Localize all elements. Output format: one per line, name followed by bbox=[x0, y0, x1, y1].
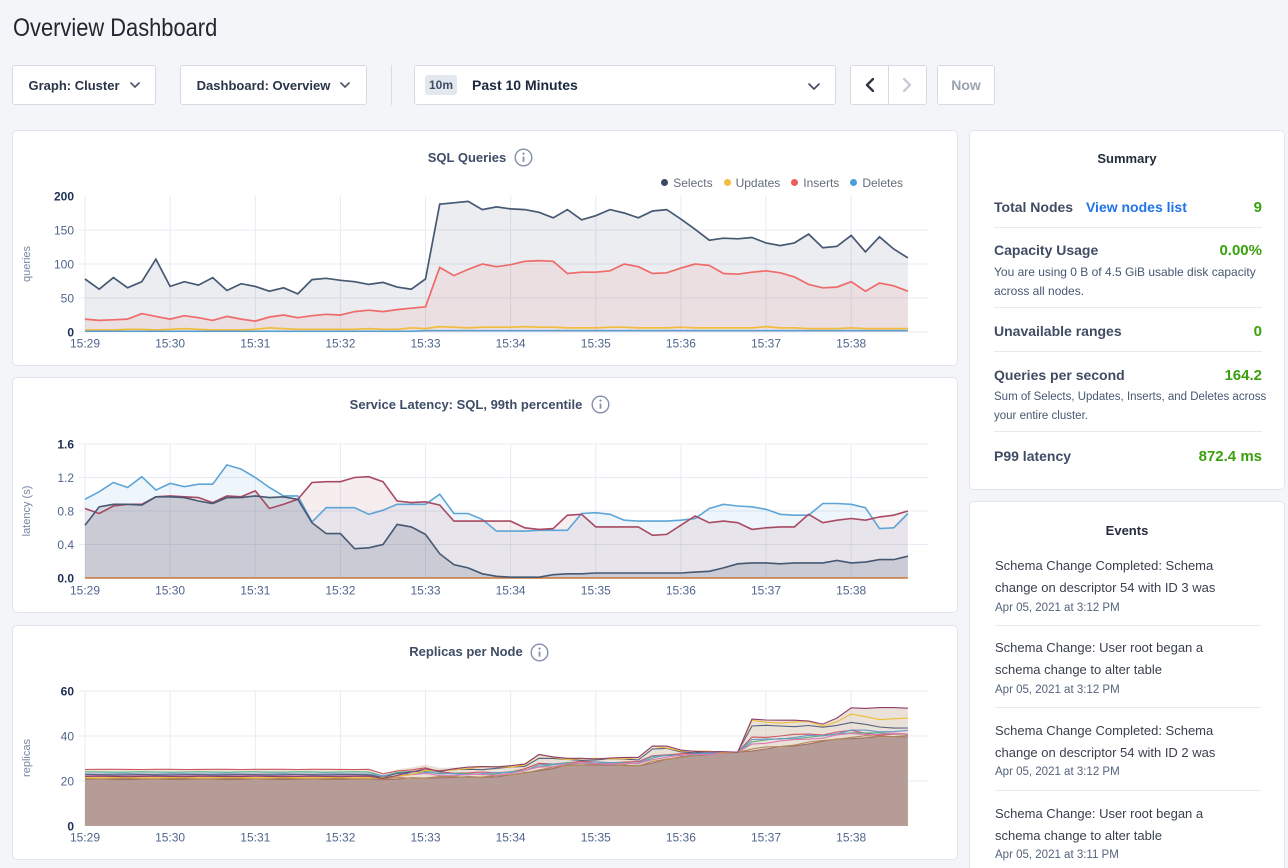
svg-text:200: 200 bbox=[54, 190, 74, 204]
svg-text:15:37: 15:37 bbox=[751, 337, 781, 351]
svg-text:15:33: 15:33 bbox=[410, 337, 440, 351]
svg-text:60: 60 bbox=[61, 685, 75, 699]
svg-text:15:38: 15:38 bbox=[836, 337, 866, 351]
svg-text:15:38: 15:38 bbox=[836, 831, 866, 845]
svg-text:15:36: 15:36 bbox=[666, 337, 696, 351]
svg-text:15:32: 15:32 bbox=[325, 337, 355, 351]
svg-text:15:35: 15:35 bbox=[581, 584, 611, 598]
svg-text:15:30: 15:30 bbox=[155, 584, 185, 598]
svg-text:15:31: 15:31 bbox=[240, 337, 270, 351]
svg-text:0.8: 0.8 bbox=[57, 505, 74, 519]
svg-text:15:30: 15:30 bbox=[155, 831, 185, 845]
svg-text:1.6: 1.6 bbox=[57, 438, 74, 452]
svg-text:15:32: 15:32 bbox=[325, 831, 355, 845]
svg-text:15:33: 15:33 bbox=[410, 831, 440, 845]
svg-text:40: 40 bbox=[61, 730, 75, 744]
svg-text:latency (s): latency (s) bbox=[21, 486, 33, 537]
svg-text:0.4: 0.4 bbox=[57, 538, 74, 552]
svg-text:0.0: 0.0 bbox=[57, 572, 74, 586]
svg-text:15:34: 15:34 bbox=[496, 337, 526, 351]
svg-text:100: 100 bbox=[54, 258, 74, 272]
svg-text:15:29: 15:29 bbox=[70, 337, 100, 351]
svg-text:15:31: 15:31 bbox=[240, 831, 270, 845]
svg-text:0: 0 bbox=[67, 326, 74, 340]
svg-text:20: 20 bbox=[61, 775, 75, 789]
svg-text:15:30: 15:30 bbox=[155, 337, 185, 351]
svg-text:50: 50 bbox=[61, 292, 75, 306]
svg-text:15:37: 15:37 bbox=[751, 584, 781, 598]
svg-text:replicas: replicas bbox=[21, 739, 33, 777]
svg-text:15:31: 15:31 bbox=[240, 584, 270, 598]
svg-text:15:36: 15:36 bbox=[666, 831, 696, 845]
svg-text:15:34: 15:34 bbox=[496, 831, 526, 845]
svg-text:15:38: 15:38 bbox=[836, 584, 866, 598]
svg-text:15:34: 15:34 bbox=[496, 584, 526, 598]
svg-text:15:32: 15:32 bbox=[325, 584, 355, 598]
svg-text:0: 0 bbox=[67, 820, 74, 834]
svg-text:15:35: 15:35 bbox=[581, 337, 611, 351]
svg-text:15:33: 15:33 bbox=[410, 584, 440, 598]
svg-text:15:29: 15:29 bbox=[70, 584, 100, 598]
svg-text:15:37: 15:37 bbox=[751, 831, 781, 845]
svg-text:15:35: 15:35 bbox=[581, 831, 611, 845]
svg-text:15:36: 15:36 bbox=[666, 584, 696, 598]
svg-text:queries: queries bbox=[21, 245, 33, 282]
svg-text:1.2: 1.2 bbox=[57, 471, 74, 485]
svg-text:150: 150 bbox=[54, 224, 74, 238]
svg-text:15:29: 15:29 bbox=[70, 831, 100, 845]
